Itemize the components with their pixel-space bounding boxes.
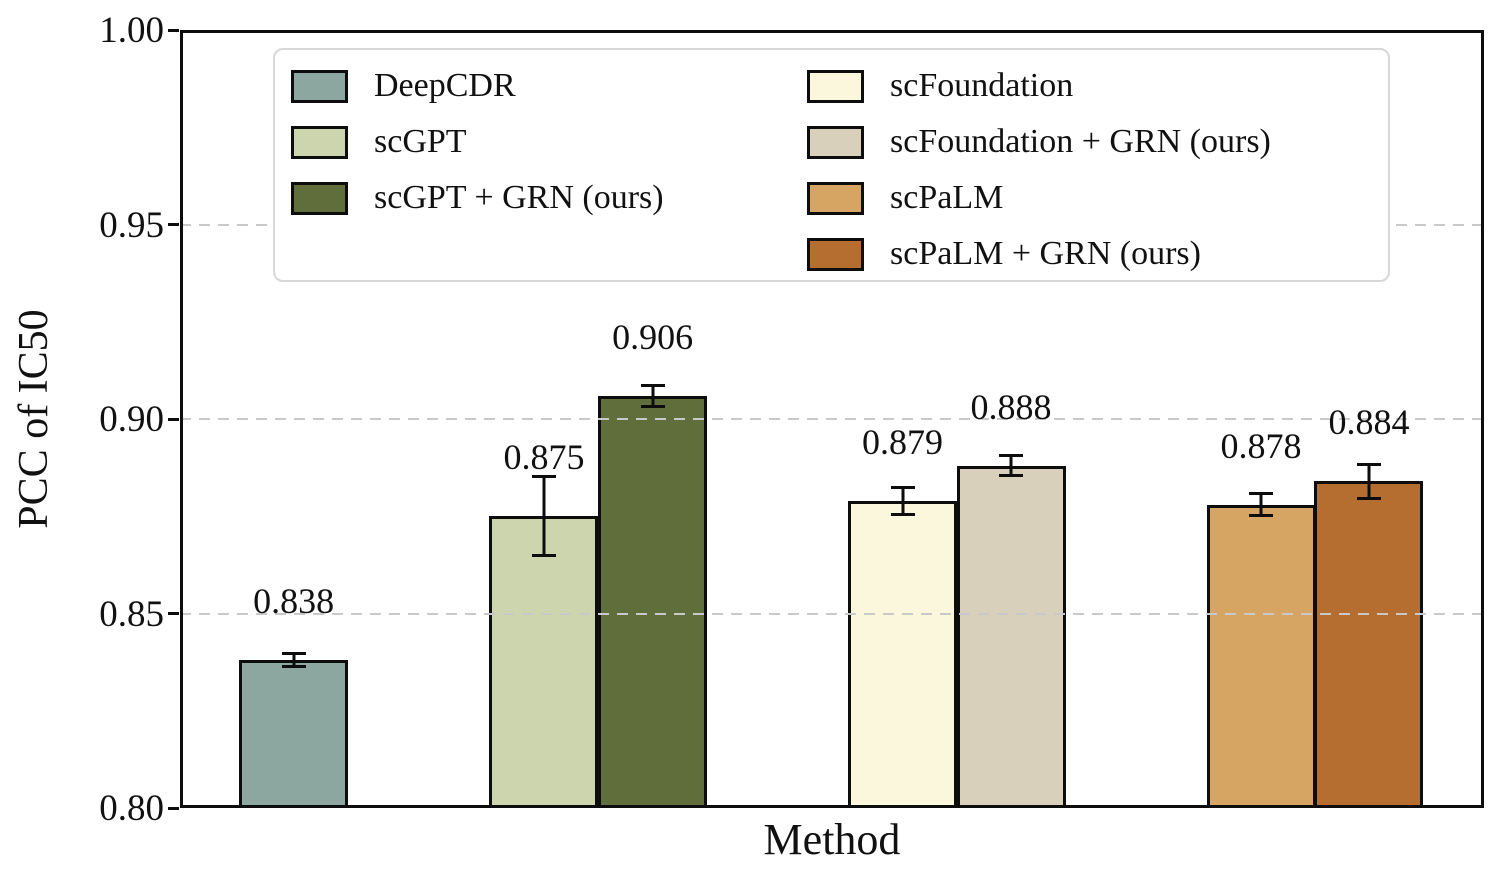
bar-scpalm	[1206, 504, 1316, 808]
legend-item-scgpt-grn-ours: scGPT + GRN (ours)	[291, 170, 664, 226]
legend-swatch-scfoundation	[807, 69, 864, 103]
value-label-scpalm-grn-ours: 0.884	[1328, 402, 1410, 443]
legend-label-scpalm-grn-ours: scPaLM + GRN (ours)	[890, 235, 1201, 272]
legend-item-scfoundation-grn-ours: scFoundation + GRN (ours)	[807, 114, 1271, 170]
legend: DeepCDR scGPT scGPT + GRN (ours) scFoundati…	[273, 48, 1390, 282]
value-label-scgpt-grn-ours: 0.906	[612, 316, 694, 357]
ytick-mark-0.80	[168, 806, 179, 810]
ytick-label-0.95: 0.95	[99, 204, 164, 246]
bar-scgpt	[489, 516, 599, 808]
ytick-label-0.90: 0.90	[99, 399, 164, 440]
legend-swatch-scpalm-grn-ours	[807, 237, 864, 271]
legend-label-scfoundation-grn-ours: scFoundation + GRN (ours)	[890, 123, 1271, 160]
legend-item-scpalm-grn-ours: scPaLM + GRN (ours)	[807, 226, 1271, 282]
ytick-mark-0.85	[168, 612, 179, 615]
value-label-scfoundation: 0.879	[862, 421, 944, 462]
errorbar-cap-bottom-scgpt	[531, 554, 556, 558]
bar-scfoundation-grn-ours	[956, 465, 1066, 808]
errorbar-cap-top-scgpt	[531, 475, 556, 479]
legend-label-scgpt: scGPT	[374, 123, 467, 160]
ytick-label-0.85: 0.85	[99, 593, 164, 635]
errorbar-cap-top-scfoundation-grn-ours	[999, 454, 1024, 458]
legend-swatch-deepcdr	[291, 69, 348, 103]
errorbar-scpalm-grn-ours	[1367, 464, 1371, 498]
errorbar-cap-top-scpalm-grn-ours	[1356, 462, 1381, 466]
errorbar-scfoundation-grn-ours	[1009, 456, 1013, 476]
legend-column-1: DeepCDR scGPT scGPT + GRN (ours)	[291, 58, 664, 226]
value-label-scpalm: 0.878	[1220, 425, 1302, 466]
errorbar-cap-bottom-scfoundation-grn-ours	[999, 474, 1024, 478]
ytick-mark-0.95	[168, 223, 179, 226]
errorbar-scpalm	[1259, 494, 1263, 515]
legend-swatch-scfoundation-grn-ours	[807, 125, 864, 159]
errorbar-cap-bottom-deepcdr	[281, 665, 306, 669]
errorbar-cap-top-deepcdr	[281, 651, 306, 655]
bar-scfoundation	[848, 500, 958, 808]
errorbar-deepcdr	[292, 653, 296, 667]
gridline-0.9	[180, 418, 1484, 420]
legend-item-scfoundation: scFoundation	[807, 58, 1271, 114]
bar-scpalm-grn-ours	[1314, 481, 1424, 808]
x-axis-label: Method	[763, 815, 901, 864]
errorbar-scgpt-grn-ours	[651, 385, 655, 406]
errorbar-cap-top-scfoundation	[890, 485, 915, 489]
errorbar-cap-bottom-scgpt-grn-ours	[640, 404, 665, 408]
legend-item-scgpt: scGPT	[291, 114, 664, 170]
legend-item-scpalm: scPaLM	[807, 170, 1271, 226]
gridline-0.85	[180, 612, 1484, 615]
errorbar-scfoundation	[901, 487, 905, 514]
errorbar-cap-top-scpalm	[1249, 492, 1274, 496]
legend-swatch-scgpt-grn-ours	[291, 181, 348, 215]
errorbar-cap-top-scgpt-grn-ours	[640, 383, 665, 387]
legend-label-deepcdr: DeepCDR	[374, 67, 516, 104]
legend-label-scfoundation: scFoundation	[890, 67, 1074, 104]
legend-label-scpalm: scPaLM	[890, 179, 1004, 216]
value-label-scfoundation-grn-ours: 0.888	[970, 386, 1052, 427]
ytick-mark-0.90	[168, 417, 179, 421]
legend-label-scgpt-grn-ours: scGPT + GRN (ours)	[374, 179, 664, 216]
legend-item-deepcdr: DeepCDR	[291, 58, 664, 114]
legend-column-2: scFoundation scFoundation + GRN (ours) scP…	[807, 58, 1271, 282]
legend-swatch-scgpt	[291, 125, 348, 159]
ytick-label-1.00: 1.00	[99, 10, 164, 51]
legend-swatch-scpalm	[807, 181, 864, 215]
errorbar-cap-bottom-scfoundation	[890, 512, 915, 516]
bar-scgpt-grn-ours	[598, 395, 708, 808]
errorbar-cap-bottom-scpalm	[1249, 513, 1274, 517]
y-axis-label: PCC of IC50	[11, 309, 57, 529]
ytick-label-0.80: 0.80	[99, 788, 164, 829]
value-label-scgpt: 0.875	[503, 437, 585, 478]
bar-deepcdr	[239, 660, 349, 808]
ytick-mark-1.00	[168, 28, 179, 32]
value-label-deepcdr: 0.838	[253, 581, 335, 622]
errorbar-cap-bottom-scpalm-grn-ours	[1356, 496, 1381, 500]
errorbar-scgpt	[542, 477, 546, 556]
